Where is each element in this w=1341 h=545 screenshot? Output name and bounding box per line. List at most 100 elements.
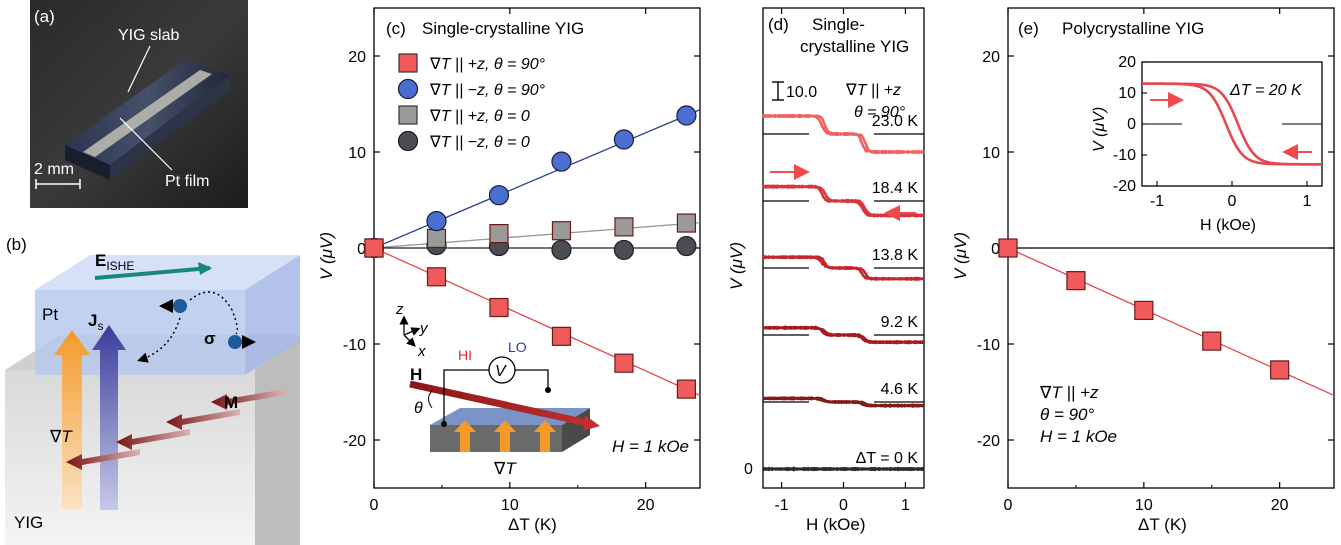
- panel-e-ylabel: V (μV): [951, 232, 970, 280]
- y-tick-label: -10: [977, 337, 1000, 354]
- axis-z-label: z: [395, 301, 404, 318]
- panel-c-field-label: H = 1 kOe: [612, 437, 689, 456]
- legend-entry: ∇T || −z, θ = 90°: [429, 82, 546, 99]
- data-point-square: [489, 224, 509, 244]
- legend-entry: ∇T || −z, θ = 0: [429, 134, 530, 151]
- yig-block-side: [255, 335, 300, 545]
- data-point-square: [1202, 331, 1222, 351]
- pt-film-pointer: [119, 117, 173, 171]
- data-point-circle: [488, 185, 510, 206]
- panel-e-title: Polycrystalline YIG: [1062, 19, 1204, 38]
- legend-marker: [398, 105, 418, 125]
- curve-label: 23.0 K: [872, 113, 919, 130]
- data-point-square: [676, 213, 697, 233]
- panel-c-legend: ∇T || +z, θ = 90° ∇T || −z, θ = 90° ∇T || …: [397, 53, 546, 152]
- x-tick-label: -1: [774, 497, 788, 514]
- pt-layer-side: [245, 255, 300, 375]
- panel-c-points: [363, 105, 697, 399]
- x-tick-label: 0: [370, 497, 379, 514]
- data-point-square: [614, 353, 634, 373]
- theta-label: θ: [414, 400, 423, 417]
- y-tick-label: 20: [348, 49, 366, 66]
- x-tick-label: 20: [637, 497, 655, 514]
- data-point-square: [1270, 360, 1290, 380]
- hysteresis-curve-return: [762, 325, 925, 345]
- grad-t-label: ∇T: [49, 427, 73, 446]
- panel-e-cond-3: H = 1 kOe: [1040, 427, 1117, 446]
- data-point-square: [489, 297, 509, 318]
- wire-lo: [514, 369, 549, 390]
- spin-electron-2: [228, 335, 242, 349]
- contact-lo: [545, 387, 551, 393]
- panel-d-label: (d): [768, 15, 789, 34]
- data-point-square: [998, 238, 1018, 258]
- panel-c-title: Single-crystalline YIG: [422, 19, 584, 38]
- y-tick-label: 10: [982, 145, 1000, 162]
- hi-label: HI: [458, 347, 472, 363]
- panel-e-label: (e): [1018, 19, 1039, 38]
- inset-y-tick-label: 10: [1118, 85, 1136, 102]
- axis-y-label: y: [419, 320, 429, 337]
- sigma-label: σ: [204, 329, 216, 348]
- panel-d-title-1: Single-: [812, 15, 865, 34]
- scale-bar-label: 2 mm: [34, 161, 74, 178]
- panel-d-condition-1: ∇T || +z: [845, 82, 901, 99]
- x-tick-label: 10: [1135, 497, 1153, 514]
- data-point-square: [551, 221, 572, 241]
- x-tick-label: 1: [901, 497, 910, 514]
- data-point-circle: [551, 151, 572, 172]
- legend-entry: ∇T || +z, θ = 0: [429, 108, 530, 125]
- hysteresis-curve-return: [761, 254, 924, 282]
- scale-bar-value: 10.0: [786, 84, 817, 101]
- panel-d-zero-label: 0: [744, 461, 753, 478]
- y-tick-label: -10: [343, 337, 366, 354]
- theta-arc: [428, 390, 433, 409]
- axis-x-label: x: [417, 343, 426, 360]
- voltmeter-label: V: [495, 363, 507, 380]
- panel-c-chart: 0 10 20 -20 -10 0 10 20 (c) Single-crystalline …: [317, 7, 701, 534]
- yig-slab-photo: [65, 60, 230, 180]
- data-point-square: [426, 267, 447, 287]
- panel-d-condition-2: θ = 90°: [854, 104, 906, 121]
- x-tick-label: 10: [501, 497, 519, 514]
- h-field-arrow: [409, 380, 593, 428]
- panel-c-label: (c): [386, 19, 406, 38]
- data-point-circle: [613, 239, 635, 261]
- data-point-square: [551, 326, 572, 346]
- inset-ylabel: V (μV): [1091, 107, 1108, 152]
- inset-x-tick-label: -1: [1150, 193, 1164, 210]
- curve-label: 9.2 K: [881, 314, 919, 331]
- curve-label: 18.4 K: [872, 180, 919, 197]
- curve-label: 4.6 K: [881, 381, 919, 398]
- yig-label: YIG: [14, 513, 43, 532]
- spin-diffusion-path: [189, 291, 239, 335]
- curve-label: 13.8 K: [872, 247, 919, 264]
- inset-title: ΔT = 20 K: [1229, 82, 1303, 99]
- inset-x-tick-label: 0: [1228, 193, 1237, 210]
- h-field-label: H: [410, 365, 422, 384]
- fit-line: [373, 222, 701, 249]
- panel-d-ylabel: V (μV): [727, 242, 746, 290]
- inset-hysteresis-curve-return: [1142, 82, 1322, 166]
- lo-label: LO: [508, 339, 527, 355]
- x-tick-label: 20: [1271, 497, 1289, 514]
- panel-d-chart: -1 0 1 23.0 K 18.4 K 13.8 K 9.2 K 4.6 K ΔT = 0 …: [727, 7, 925, 534]
- panel-e-xlabel: ΔT (K): [1138, 515, 1187, 534]
- y-tick-label: 0: [991, 241, 1000, 258]
- data-point-circle: [676, 105, 697, 126]
- data-point-circle: [676, 235, 697, 257]
- y-tick-label: -20: [977, 433, 1000, 450]
- data-point-square: [1066, 271, 1086, 291]
- hysteresis-curve-return: [762, 396, 924, 408]
- panel-a-label: (a): [34, 7, 55, 26]
- scale-bar: [35, 179, 81, 189]
- panel-e-points: [998, 238, 1290, 380]
- pt-label: Pt: [42, 305, 58, 324]
- pt-film-stripe: [83, 70, 212, 157]
- curve-label: ΔT = 0 K: [856, 450, 919, 467]
- x-tick-label: 0: [1004, 497, 1013, 514]
